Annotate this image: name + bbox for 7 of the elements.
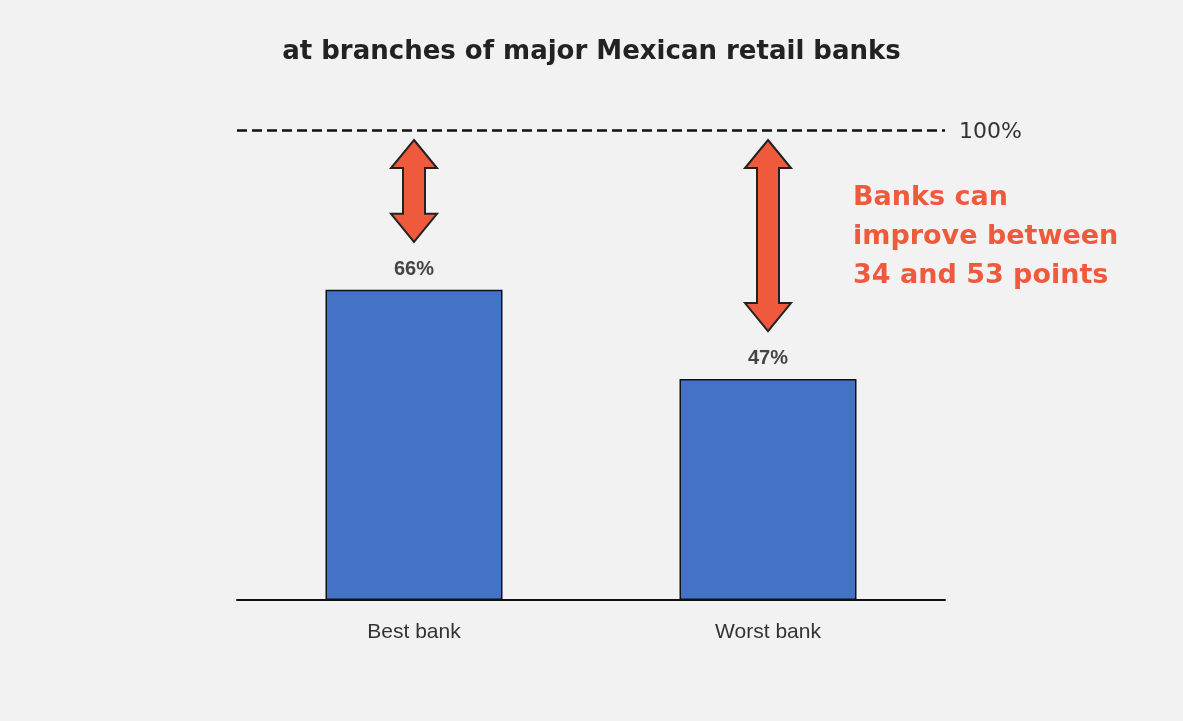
x-tick-label: Worst bank bbox=[715, 619, 822, 642]
x-tick-label: Best bank bbox=[367, 619, 462, 642]
ref-line-label: 100% bbox=[959, 117, 1022, 143]
chart-title: at branches of major Mexican retail banks bbox=[282, 35, 901, 65]
data-label: 47% bbox=[747, 346, 789, 369]
annotation: Banks can improve between 34 and 53 points bbox=[853, 179, 1120, 291]
data-label: 66% bbox=[393, 256, 435, 279]
